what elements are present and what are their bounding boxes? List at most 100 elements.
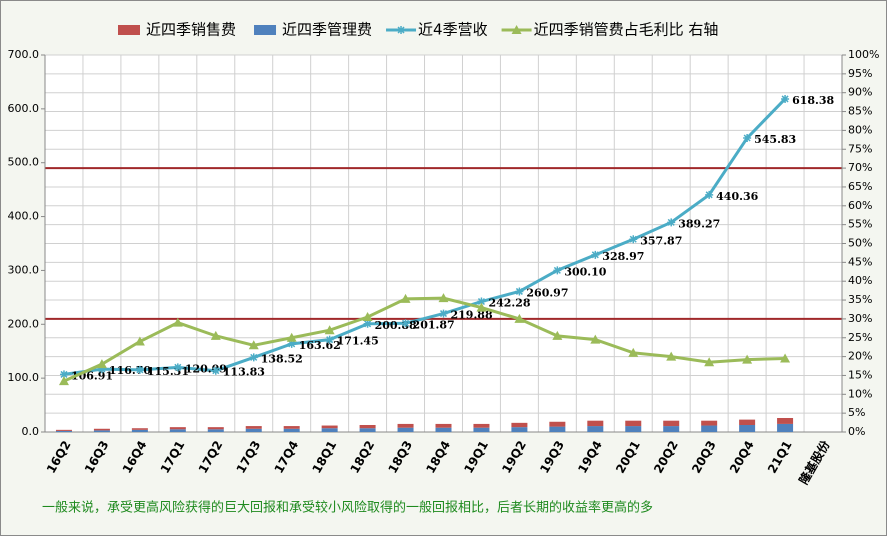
y-tick-label: 400.0 — [8, 210, 40, 223]
data-label: 618.38 — [792, 94, 834, 107]
point-marker — [287, 339, 296, 348]
bar — [283, 428, 300, 432]
point-marker — [628, 347, 639, 357]
point-marker — [591, 250, 600, 259]
point-marker — [286, 332, 297, 342]
y2-tick-label: 30% — [848, 312, 872, 325]
y2-tick-label: 10% — [848, 387, 872, 400]
y2-tick-label: 70% — [848, 161, 872, 174]
point-marker — [515, 287, 524, 296]
y-tick-label: 0.0 — [22, 425, 40, 438]
data-label: 357.87 — [640, 234, 682, 247]
point-marker — [325, 335, 334, 344]
bar — [625, 420, 642, 427]
point-marker — [135, 365, 144, 374]
legend-marker — [397, 26, 406, 34]
point-marker — [742, 354, 753, 364]
y-tick-label: 300.0 — [8, 263, 40, 276]
point-marker — [590, 334, 601, 344]
y2-tick-label: 65% — [848, 180, 872, 193]
bar — [435, 427, 452, 432]
point-marker — [552, 330, 563, 340]
bar — [93, 430, 110, 432]
bar — [663, 420, 680, 427]
data-label: 389.27 — [678, 217, 720, 230]
point-marker — [172, 317, 183, 327]
bar — [663, 426, 680, 432]
bar — [169, 429, 186, 432]
point-marker — [249, 353, 258, 362]
bar — [587, 420, 604, 427]
series-line — [63, 97, 787, 376]
data-label: 115.31 — [147, 365, 189, 378]
bar — [739, 424, 756, 432]
data-label: 138.52 — [261, 352, 303, 365]
bar — [207, 429, 224, 432]
bar — [359, 428, 376, 432]
bar — [397, 423, 414, 428]
y2-tick-label: 85% — [848, 105, 872, 118]
y-tick-label: 600.0 — [8, 102, 40, 115]
point-marker — [705, 190, 714, 199]
point-marker — [59, 370, 68, 379]
bar — [701, 420, 718, 426]
y2-tick-label: 50% — [848, 237, 872, 250]
bar — [169, 427, 186, 430]
data-label: 300.10 — [564, 265, 606, 278]
legend-label: 近四季销售费 — [146, 21, 236, 39]
bar — [511, 427, 528, 432]
y2-tick-label: 60% — [848, 199, 872, 212]
bar — [739, 419, 756, 425]
point-marker — [477, 297, 486, 306]
y-tick-label: 200.0 — [8, 317, 40, 330]
y2-tick-label: 0% — [848, 425, 865, 438]
point-marker — [173, 363, 182, 372]
data-label: 171.45 — [337, 335, 379, 348]
bar — [587, 426, 604, 432]
bar — [131, 428, 148, 430]
point-marker — [58, 376, 69, 386]
point-marker — [667, 218, 676, 227]
y-tick-label: 500.0 — [8, 156, 40, 169]
bar — [359, 424, 376, 429]
point-marker — [666, 351, 677, 361]
footnote: 一般来说，承受更高风险获得的巨大回报和承受较小风险取得的一般回报相比，后者长期的… — [42, 500, 653, 516]
point-marker — [780, 353, 791, 363]
point-marker — [363, 319, 372, 328]
legend-marker — [511, 25, 522, 34]
point-marker — [629, 235, 638, 244]
point-marker — [96, 359, 107, 369]
y2-tick-label: 40% — [848, 274, 872, 287]
bar — [473, 423, 490, 428]
bar — [131, 429, 148, 432]
bar — [777, 417, 794, 424]
point-marker — [248, 340, 259, 350]
bar — [435, 423, 452, 428]
point-marker — [97, 365, 106, 374]
y2-tick-label: 5% — [848, 406, 865, 419]
point-marker — [781, 94, 790, 103]
data-label: 545.83 — [754, 133, 796, 146]
data-label: 163.62 — [299, 339, 341, 352]
data-label: 328.97 — [602, 250, 644, 263]
bar — [245, 428, 262, 432]
data-label: 201.87 — [413, 318, 455, 331]
data-label: 260.97 — [526, 286, 568, 299]
point-marker — [476, 302, 487, 312]
data-label: 219.88 — [451, 309, 493, 322]
y2-tick-label: 100% — [848, 48, 879, 61]
bar — [549, 421, 566, 427]
y2-tick-label: 95% — [848, 67, 872, 80]
y2-tick-label: 15% — [848, 368, 872, 381]
data-label: 113.83 — [223, 366, 265, 379]
bar — [55, 429, 72, 431]
point-marker — [704, 357, 715, 367]
data-label: 120.09 — [185, 362, 227, 375]
data-label: 440.36 — [716, 190, 758, 203]
legend-label: 近四季管理费 — [282, 21, 372, 39]
y2-tick-label: 75% — [848, 142, 872, 155]
y-tick-label: 700.0 — [8, 48, 40, 61]
bar — [397, 427, 414, 432]
legend-swatch — [254, 25, 277, 35]
